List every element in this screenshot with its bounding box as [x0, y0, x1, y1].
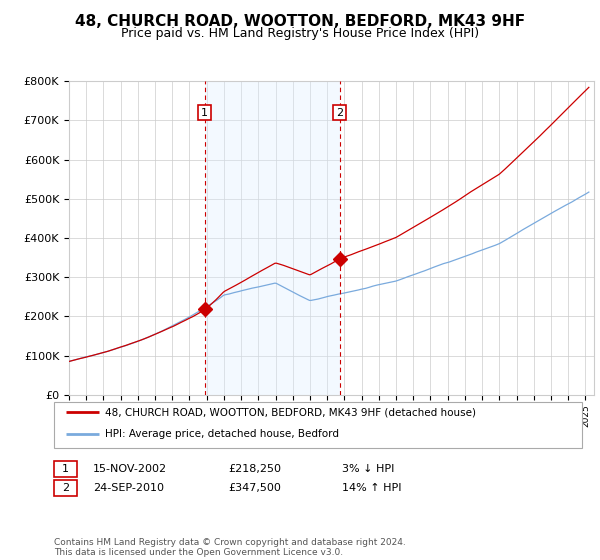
Bar [205, 81, 340, 395]
Text: 1: 1 [62, 464, 69, 474]
Text: Price paid vs. HM Land Registry's House Price Index (HPI): Price paid vs. HM Land Registry's House … [121, 27, 479, 40]
Text: 48, CHURCH ROAD, WOOTTON, BEDFORD, MK43 9HF: 48, CHURCH ROAD, WOOTTON, BEDFORD, MK43 … [75, 14, 525, 29]
Text: HPI: Average price, detached house, Bedford: HPI: Average price, detached house, Bedf… [105, 430, 339, 439]
Text: 15-NOV-2002: 15-NOV-2002 [93, 464, 167, 474]
Text: 14% ↑ HPI: 14% ↑ HPI [342, 483, 401, 493]
Text: 24-SEP-2010: 24-SEP-2010 [93, 483, 164, 493]
Text: 2: 2 [336, 108, 343, 118]
Text: 2: 2 [62, 483, 69, 493]
Text: £347,500: £347,500 [228, 483, 281, 493]
Text: 3% ↓ HPI: 3% ↓ HPI [342, 464, 394, 474]
Text: Contains HM Land Registry data © Crown copyright and database right 2024.
This d: Contains HM Land Registry data © Crown c… [54, 538, 406, 557]
Text: 1: 1 [201, 108, 208, 118]
Text: 48, CHURCH ROAD, WOOTTON, BEDFORD, MK43 9HF (detached house): 48, CHURCH ROAD, WOOTTON, BEDFORD, MK43 … [105, 408, 476, 417]
Text: £218,250: £218,250 [228, 464, 281, 474]
